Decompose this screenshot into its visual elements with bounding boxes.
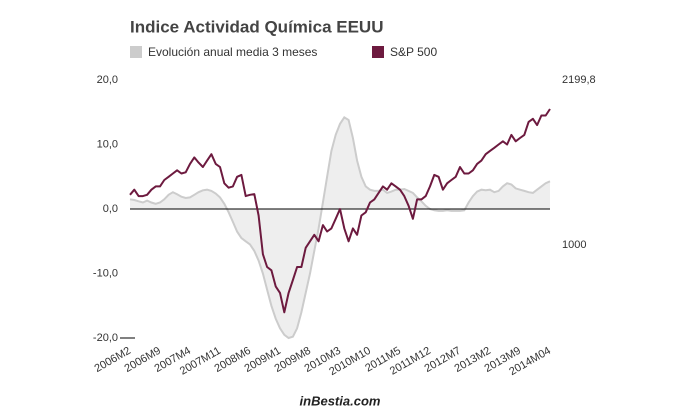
footer: inBestia.com [300, 393, 381, 408]
chart-title: Indice Actividad Química EEUU [130, 17, 384, 36]
area [130, 117, 550, 339]
y-tick-label: 20,0 [97, 74, 118, 86]
legend-swatch [372, 46, 384, 58]
y-tick-label: 10,0 [97, 138, 118, 150]
y2-tick-label: 2199,8 [562, 74, 596, 86]
y-tick-label: 0,0 [103, 203, 118, 215]
line [129, 108, 551, 314]
legend-swatch [130, 46, 142, 58]
y-tick-label: -10,0 [93, 267, 118, 279]
legend-label: S&P 500 [390, 45, 437, 59]
legend-label: Evolución anual media 3 meses [148, 45, 317, 59]
y-tick-label: -20,0 [93, 332, 118, 344]
y2-tick-label: 1000 [562, 239, 586, 251]
area-edge [129, 116, 551, 340]
